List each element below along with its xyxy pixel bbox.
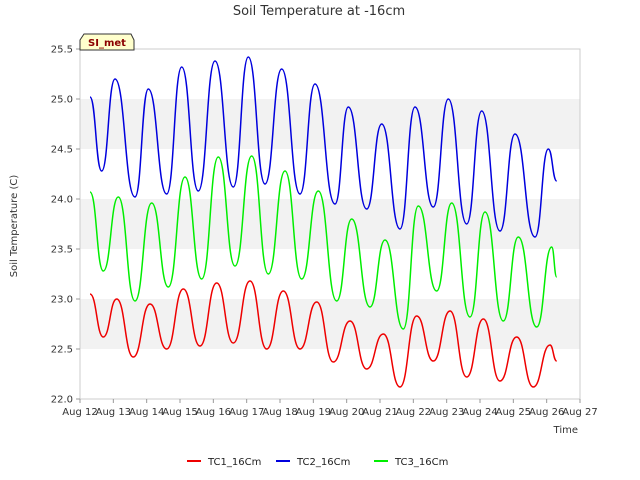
station-badge: SI_met <box>79 33 135 51</box>
y-tick-label: 25.5 <box>51 45 73 56</box>
y-tick-label: 22.0 <box>51 395 73 406</box>
station-badge-label: SI_met <box>88 38 126 49</box>
x-tick-label: Aug 17 <box>229 407 264 418</box>
y-axis: 22.0 22.5 23.0 23.5 24.0 24.5 25.0 25.5 <box>51 45 80 406</box>
legend-label: TC3_16Cm <box>394 457 448 468</box>
series-line-tc3_16cm <box>89 155 558 330</box>
x-tick-label: Aug 25 <box>496 407 531 418</box>
x-tick-label: Aug 19 <box>296 407 331 418</box>
x-tick-label: Aug 27 <box>562 407 597 418</box>
x-tick-label: Aug 26 <box>529 407 564 418</box>
legend-label: TC2_16Cm <box>296 457 350 468</box>
series-line-tc2_16cm <box>89 56 558 238</box>
x-tick-label: Aug 14 <box>129 407 164 418</box>
y-tick-label: 23.0 <box>51 295 73 306</box>
x-tick-label: Aug 21 <box>362 407 397 418</box>
x-tick-label: Aug 20 <box>329 407 364 418</box>
station-badge-box <box>79 33 135 51</box>
y-tick-label: 22.5 <box>51 345 73 356</box>
x-tick-label: Aug 18 <box>262 407 297 418</box>
grid-band <box>80 299 580 349</box>
x-tick-label: Aug 24 <box>462 407 497 418</box>
y-tick-label: 25.0 <box>51 95 73 106</box>
y-tick-label: 24.0 <box>51 195 73 206</box>
x-tick-label: Aug 15 <box>162 407 197 418</box>
x-tick-label: Aug 12 <box>62 407 97 418</box>
series-line-tc1_16cm <box>89 280 558 388</box>
chart-title: Soil Temperature at -16cm <box>233 4 405 19</box>
series-layer <box>89 56 558 388</box>
x-tick-label: Aug 22 <box>396 407 431 418</box>
grid-band <box>80 99 580 149</box>
legend: TC1_16Cm TC2_16Cm TC3_16Cm <box>187 457 448 468</box>
x-tick-label: Aug 13 <box>96 407 131 418</box>
x-tick-label: Aug 23 <box>429 407 464 418</box>
x-axis-label: Time <box>553 425 578 436</box>
legend-label: TC1_16Cm <box>207 457 261 468</box>
plot-frame <box>79 48 581 400</box>
y-tick-label: 24.5 <box>51 145 73 156</box>
y-tick-label: 23.5 <box>51 245 73 256</box>
y-axis-label: Soil Temperature (C) <box>9 175 20 278</box>
x-tick-label: Aug 16 <box>196 407 231 418</box>
